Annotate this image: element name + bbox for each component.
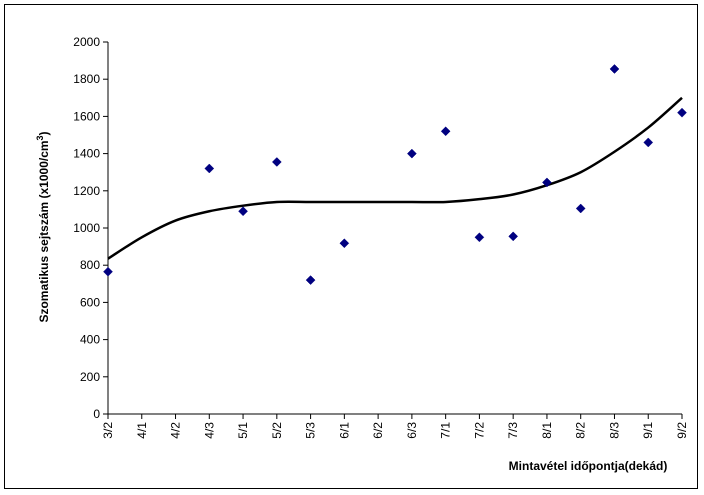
data-point-diamond (609, 64, 620, 74)
y-tick-label: 1000 (73, 221, 100, 235)
y-axis-title-superscript: 3 (35, 135, 45, 140)
x-tick-label: 4/1 (135, 422, 149, 439)
y-axis-title: Szomatikus sejtszám (x1000/cm3) (35, 131, 51, 322)
x-tick-label: 8/1 (540, 422, 554, 439)
y-tick-label: 400 (80, 333, 100, 347)
x-tick-label: 4/3 (202, 422, 216, 439)
data-point-diamond (204, 163, 215, 174)
x-tick-label: 7/2 (472, 422, 486, 439)
y-tick-label: 1400 (73, 147, 100, 161)
data-point-diamond (271, 157, 282, 167)
y-tick-label: 600 (80, 295, 100, 309)
y-tick-label: 800 (80, 258, 100, 272)
data-point-diamond (238, 206, 248, 217)
trendline (107, 96, 683, 260)
x-tick-label: 5/2 (270, 422, 284, 439)
x-tick-label: 8/2 (574, 422, 588, 439)
data-point-diamond (407, 148, 417, 159)
y-tick-label: 1600 (73, 109, 100, 123)
x-tick-label: 9/2 (675, 422, 689, 439)
data-point-diamond (103, 266, 113, 277)
y-tick-label: 1200 (73, 184, 100, 198)
y-tick-label: 200 (80, 370, 100, 384)
y-tick-label: 1800 (73, 72, 100, 86)
data-point-diamond (542, 177, 552, 188)
data-point-diamond (440, 126, 451, 137)
y-axis-title-main: Szomatikus sejtszám (x1000/cm (37, 140, 51, 322)
x-axis-title: Mintavétel időpontja(dekád) (509, 459, 668, 473)
x-tick-label: 8/3 (607, 422, 621, 439)
y-tick-label: 2000 (73, 35, 100, 49)
data-point-diamond (643, 137, 654, 148)
data-point-diamond (508, 231, 519, 242)
x-tick-label: 6/3 (405, 422, 419, 439)
data-point-diamond (305, 275, 316, 285)
data-point-diamond (474, 232, 485, 243)
data-point-diamond (677, 107, 687, 118)
data-point-diamond (339, 238, 350, 249)
x-tick-label: 5/3 (304, 422, 318, 439)
y-tick-label: 0 (93, 407, 100, 421)
x-tick-label: 6/2 (371, 422, 385, 439)
x-tick-label: 6/1 (337, 422, 351, 439)
x-tick-label: 5/1 (236, 422, 250, 439)
chart-frame (4, 4, 698, 489)
data-point-diamond (575, 203, 586, 214)
x-tick-label: 7/1 (439, 422, 453, 439)
x-tick-label: 3/2 (101, 422, 115, 439)
x-tick-label: 7/3 (506, 422, 520, 439)
plot-area: 0 200 400 600 800 1000 1200 1400 1600 1800 2000 3/2… (73, 35, 689, 439)
x-tick-label: 4/2 (169, 422, 183, 439)
y-axis-title-suffix: ) (37, 131, 51, 135)
x-tick-label: 9/1 (641, 422, 655, 439)
